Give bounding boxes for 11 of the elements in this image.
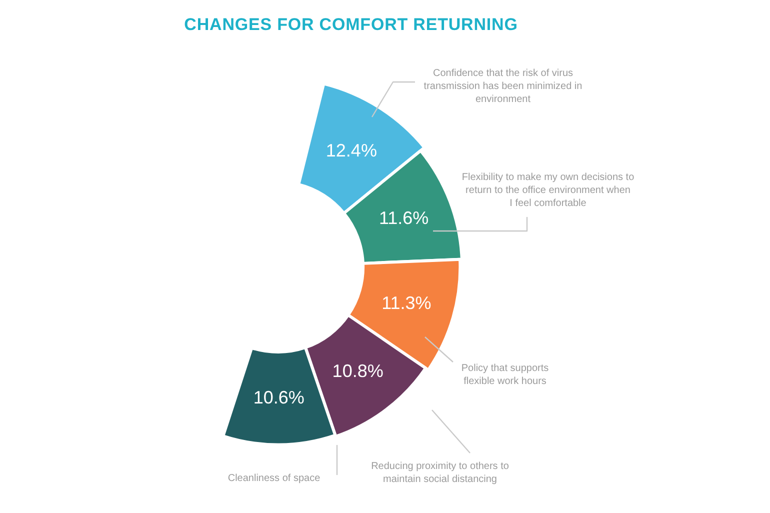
slice-label: Confidence that the risk of virus transmission has been minimized in environment <box>424 68 582 105</box>
data-label: 11.6% <box>378 208 429 228</box>
data-label: 10.6% <box>253 387 304 408</box>
chart-title: CHANGES FOR COMFORT RETURNING <box>183 15 519 35</box>
data-label: 10.8% <box>332 361 384 382</box>
slice-label: Policy that supports flexible work hours <box>461 362 549 387</box>
data-label: 12.4% <box>326 140 377 160</box>
slice-label: Cleanliness of space <box>228 472 321 484</box>
data-label: 11.3% <box>382 292 432 313</box>
slice-label: Flexibility to make my own decisions to return to the office environment when I feel comfortable <box>462 172 635 209</box>
slice-label: Reducing proximity to others to maintain social distancing <box>371 460 510 485</box>
